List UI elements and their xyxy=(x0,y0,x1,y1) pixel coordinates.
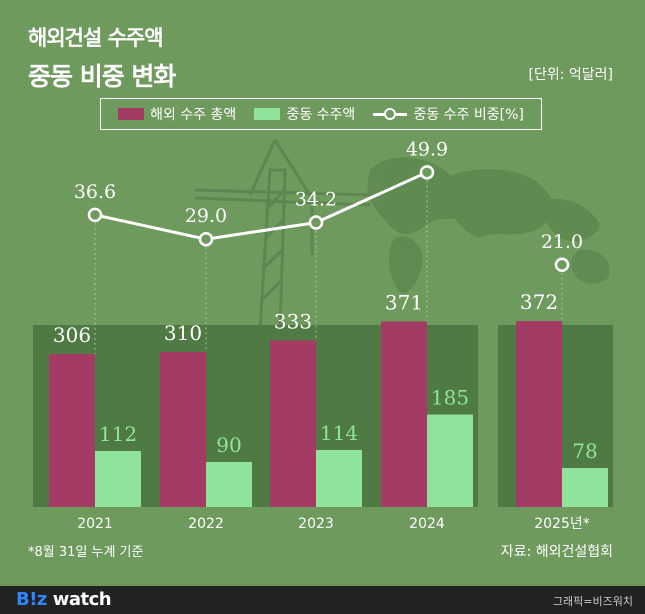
bar-total-0 xyxy=(49,354,95,507)
share-point-1 xyxy=(198,231,214,247)
legend-swatch-middle-east xyxy=(254,108,281,120)
label-total-3: 371 xyxy=(385,291,423,315)
legend-item-share: 중동 수주 비중[%] xyxy=(373,104,524,124)
unit-label: [단위: 억달러] xyxy=(528,67,614,83)
footnote: *8월 31일 누계 기준 xyxy=(28,545,144,560)
label-middle-east-3: 185 xyxy=(431,386,469,410)
label-middle-east-1: 90 xyxy=(216,433,241,457)
footer-bar: B!z watch 그래픽=비즈워치 xyxy=(0,586,645,614)
chart-subtitle: 중동 비중 변화 xyxy=(28,62,176,91)
tick-label-1: 2022 xyxy=(188,516,224,532)
legend-item-middle-east: 중동 수주액 xyxy=(254,104,355,124)
legend-swatch-share xyxy=(373,108,408,120)
bar-middle-east-4 xyxy=(562,468,608,507)
crane-decoration xyxy=(194,139,371,331)
tick-label-3: 2024 xyxy=(409,516,445,532)
source-label: 자료: 해외건설협회 xyxy=(500,544,613,560)
share-point-3 xyxy=(419,165,435,180)
bar-total-1 xyxy=(160,352,206,507)
bar-total-4 xyxy=(516,321,562,507)
label-total-0: 306 xyxy=(53,323,91,347)
bar-middle-east-3 xyxy=(427,414,473,507)
bar-total-3 xyxy=(381,321,427,507)
graphic-credit: 그래픽=비즈워치 xyxy=(552,595,633,608)
bizwatch-logo: B!z watch xyxy=(16,589,112,610)
label-middle-east-0: 112 xyxy=(99,422,137,446)
share-point-4 xyxy=(554,257,570,273)
tick-label-2: 2023 xyxy=(298,516,334,532)
share-line xyxy=(94,170,428,241)
label-share-3: 49.9 xyxy=(406,138,448,160)
legend-label-total: 해외 수주 총액 xyxy=(150,107,237,123)
chart-title: 해외건설 수주액 xyxy=(28,26,164,50)
legend-label-share: 중동 수주 비중[%] xyxy=(413,107,524,123)
tick-label-0: 2021 xyxy=(77,516,113,532)
bar-middle-east-1 xyxy=(206,462,252,507)
legend-label-middle-east: 중동 수주액 xyxy=(286,107,356,123)
label-share-2: 34.2 xyxy=(295,189,337,211)
legend-swatch-total xyxy=(118,108,145,120)
label-middle-east-4: 78 xyxy=(572,439,597,463)
legend-item-total: 해외 수주 총액 xyxy=(118,104,236,124)
world-map-decoration xyxy=(367,157,610,294)
label-total-4: 372 xyxy=(520,290,558,314)
label-middle-east-2: 114 xyxy=(320,421,358,445)
share-point-2 xyxy=(308,215,324,230)
bar-middle-east-0 xyxy=(95,451,141,507)
label-share-1: 29.0 xyxy=(185,205,227,227)
legend: 해외 수주 총액 중동 수주액 중동 수주 비중[%] xyxy=(100,98,542,130)
label-share-0: 36.6 xyxy=(74,181,116,203)
label-total-2: 333 xyxy=(274,310,312,334)
share-point-0 xyxy=(87,207,103,223)
bar-total-2 xyxy=(270,340,316,507)
tick-label-4: 2025년* xyxy=(534,516,590,532)
label-share-4: 21.0 xyxy=(541,231,583,253)
bar-middle-east-2 xyxy=(316,450,362,507)
label-total-1: 310 xyxy=(164,321,202,345)
